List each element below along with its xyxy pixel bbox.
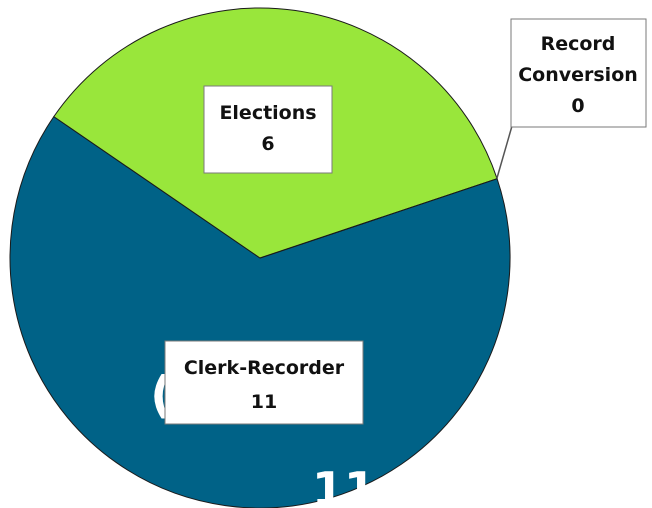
record-conversion-label-value: 0 — [571, 95, 584, 117]
record-conversion-label-line1: Record — [541, 33, 616, 55]
elections-data-label: Elections 6 — [203, 85, 333, 174]
record-conversion-label-line2: Conversion — [518, 64, 638, 86]
record-conversion-data-label: Record Conversion 0 — [510, 18, 647, 128]
clerk-recorder-data-label: Clerk-Recorder 11 — [164, 340, 364, 425]
elections-label-value: 6 — [261, 133, 274, 155]
elections-label-name: Elections — [219, 102, 316, 124]
clerk-recorder-label-name: Clerk-Recorder — [184, 357, 345, 379]
clerk-recorder-label-value: 11 — [251, 391, 277, 413]
pie-slice-clerk-recorder — [9, 115, 511, 508]
record-conversion-leader-line — [496, 125, 513, 179]
ghost-partial-value: 11 — [312, 462, 376, 508]
pie-slices — [9, 7, 511, 508]
